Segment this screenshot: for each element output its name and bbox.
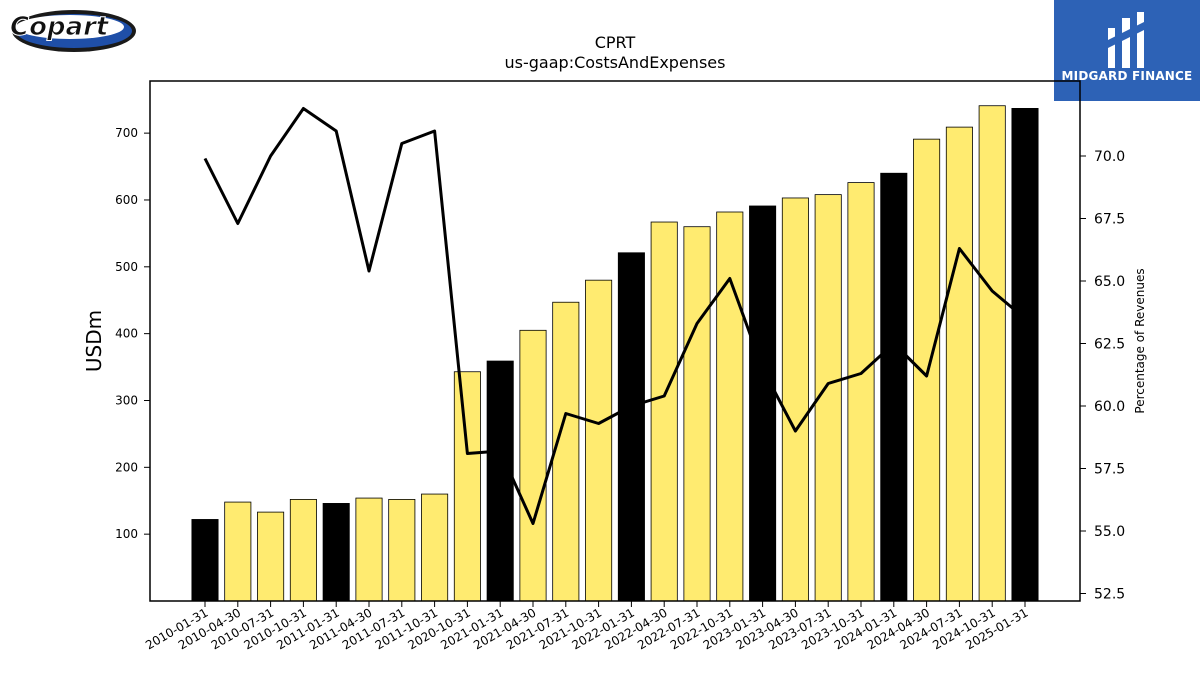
- bar-2024-01-31: [880, 172, 908, 602]
- bar-2020-10-31: [453, 371, 481, 602]
- bar-2023-04-30: [781, 197, 809, 602]
- bar-2011-01-31: [322, 503, 350, 602]
- plot-frame: [149, 80, 1081, 602]
- y-tick-label: 300: [115, 393, 138, 407]
- left-axis-ticks: 100 200 300 400 500 600 700: [115, 126, 150, 541]
- y-axis-label: USDm: [82, 310, 106, 372]
- y-tick-label: 100: [115, 527, 138, 541]
- bar-2024-10-31: [978, 105, 1006, 602]
- bar-series: [191, 105, 1039, 602]
- copart-logo-graphic: Copart: [10, 10, 136, 52]
- midgard-finance-brand-text: MIDGARD FINANCE: [1061, 69, 1193, 83]
- y2-tick-label: 57.5: [1094, 462, 1125, 478]
- bar-2011-07-31: [388, 499, 416, 602]
- bar-2010-07-31: [257, 511, 285, 602]
- y2-tick-label: 67.5: [1094, 212, 1125, 228]
- bar-2021-10-31: [585, 279, 613, 602]
- x-axis-ticks: 2010-01-312010-04-302010-07-312010-10-31…: [143, 601, 1031, 652]
- bar-2024-07-31: [945, 126, 973, 602]
- bar-2010-01-31: [191, 519, 219, 602]
- bar-2011-10-31: [421, 493, 449, 602]
- right-axis-ticks: 52.5 55.0 57.5 60.0 62.5 65.0 67.5 70.0: [1080, 149, 1125, 603]
- bar-2021-07-31: [552, 301, 580, 602]
- bar-2010-04-30: [224, 501, 252, 602]
- bar-2022-04-30: [650, 221, 678, 602]
- y-tick-label: 600: [115, 193, 138, 207]
- line-series: [203, 107, 1026, 525]
- bar-2011-04-30: [355, 497, 383, 602]
- bar-2022-01-31: [617, 252, 645, 602]
- y2-tick-label: 70.0: [1094, 149, 1125, 165]
- y2-tick-label: 60.0: [1094, 399, 1125, 415]
- copart-logo: Copart: [4, 4, 136, 54]
- midgard-finance-logo: MIDGARD FINANCE: [1054, 0, 1200, 101]
- bar-2025-01-31: [1011, 108, 1039, 602]
- bar-2022-07-31: [683, 226, 711, 602]
- midgard-emblem-icon: [1108, 12, 1144, 68]
- bar-2023-01-31: [749, 205, 777, 602]
- bar-2021-04-30: [519, 329, 547, 602]
- y-tick-label: 400: [115, 327, 138, 341]
- bar-2022-10-31: [716, 211, 744, 602]
- chart-title: CPRT: [595, 33, 636, 52]
- y2-tick-label: 65.0: [1094, 274, 1125, 290]
- bar-2023-10-31: [847, 182, 875, 602]
- y-tick-label: 200: [115, 460, 138, 474]
- bar-2010-10-31: [289, 499, 317, 602]
- y2-tick-label: 55.0: [1094, 524, 1125, 540]
- y2-tick-label: 62.5: [1094, 337, 1125, 353]
- bar-2021-01-31: [486, 360, 514, 602]
- chart-subtitle: us-gaap:CostsAndExpenses: [505, 53, 726, 72]
- y-tick-label: 500: [115, 260, 138, 274]
- y2-axis-label: Percentage of Revenues: [1133, 268, 1147, 413]
- percentage-line: [203, 107, 1026, 525]
- copart-logo-text: Copart: [10, 12, 110, 42]
- y2-tick-label: 52.5: [1094, 587, 1125, 603]
- y-tick-label: 700: [115, 126, 138, 140]
